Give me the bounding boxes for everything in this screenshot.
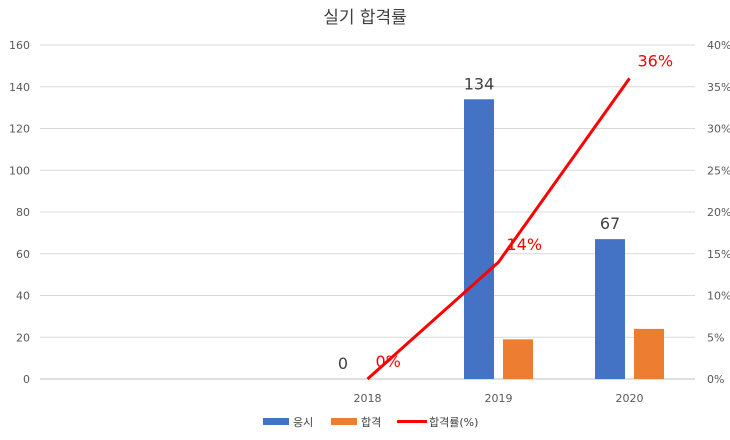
left-tick-label: 80 xyxy=(16,206,30,219)
left-tick-label: 100 xyxy=(9,164,30,177)
chart-title: 실기 합격률 xyxy=(323,8,407,28)
bar xyxy=(464,99,494,380)
right-tick-label: 15% xyxy=(707,248,730,261)
rate-data-label: 36% xyxy=(638,51,674,70)
legend-entry: 합격 xyxy=(361,416,381,429)
legend-entry: 합격률(%) xyxy=(429,416,478,429)
legend-entry: 응시 xyxy=(293,416,313,429)
left-tick-label: 120 xyxy=(9,123,30,136)
x-tick-label: 2020 xyxy=(616,392,644,405)
left-tick-label: 140 xyxy=(9,81,30,94)
right-tick-label: 30% xyxy=(707,123,730,136)
left-tick-label: 20 xyxy=(16,331,30,344)
left-tick-label: 160 xyxy=(9,39,30,52)
right-tick-label: 20% xyxy=(707,206,730,219)
bars xyxy=(464,99,664,380)
legend: 응시 합격 합격률(%) xyxy=(263,416,478,429)
bar xyxy=(595,239,625,379)
right-tick-label: 25% xyxy=(707,164,730,177)
right-tick-label: 35% xyxy=(707,81,730,94)
left-tick-label: 60 xyxy=(16,248,30,261)
bar-data-label: 0 xyxy=(338,354,348,373)
left-tick-label: 40 xyxy=(16,290,30,303)
x-tick-label: 2018 xyxy=(354,392,382,405)
gridlines xyxy=(40,44,695,380)
left-axis: 0 20 40 60 80 100 120 140 160 xyxy=(9,39,30,386)
right-tick-label: 40% xyxy=(707,39,730,52)
rate-line xyxy=(366,77,631,381)
right-axis: 0% 5% 10% 15% 20% 25% 30% 35% 40% xyxy=(707,39,730,386)
bar xyxy=(634,328,664,379)
left-tick-label: 0 xyxy=(23,373,30,386)
rate-data-label: 14% xyxy=(507,235,543,254)
right-tick-label: 5% xyxy=(707,331,724,344)
bar-data-label: 67 xyxy=(600,214,620,233)
bar-data-label: 134 xyxy=(464,74,495,93)
legend-swatch xyxy=(263,418,289,425)
rate-data-label: 0% xyxy=(376,352,401,371)
data-labels: 0 134 67 0% 14% 36% xyxy=(338,51,673,373)
right-tick-label: 10% xyxy=(707,290,730,303)
legend-swatch xyxy=(331,418,357,425)
rate-line-path xyxy=(366,77,631,381)
right-tick-label: 0% xyxy=(707,373,724,386)
x-axis: 2018 2019 2020 xyxy=(354,392,644,405)
bar xyxy=(503,339,533,379)
x-tick-label: 2019 xyxy=(485,392,513,405)
